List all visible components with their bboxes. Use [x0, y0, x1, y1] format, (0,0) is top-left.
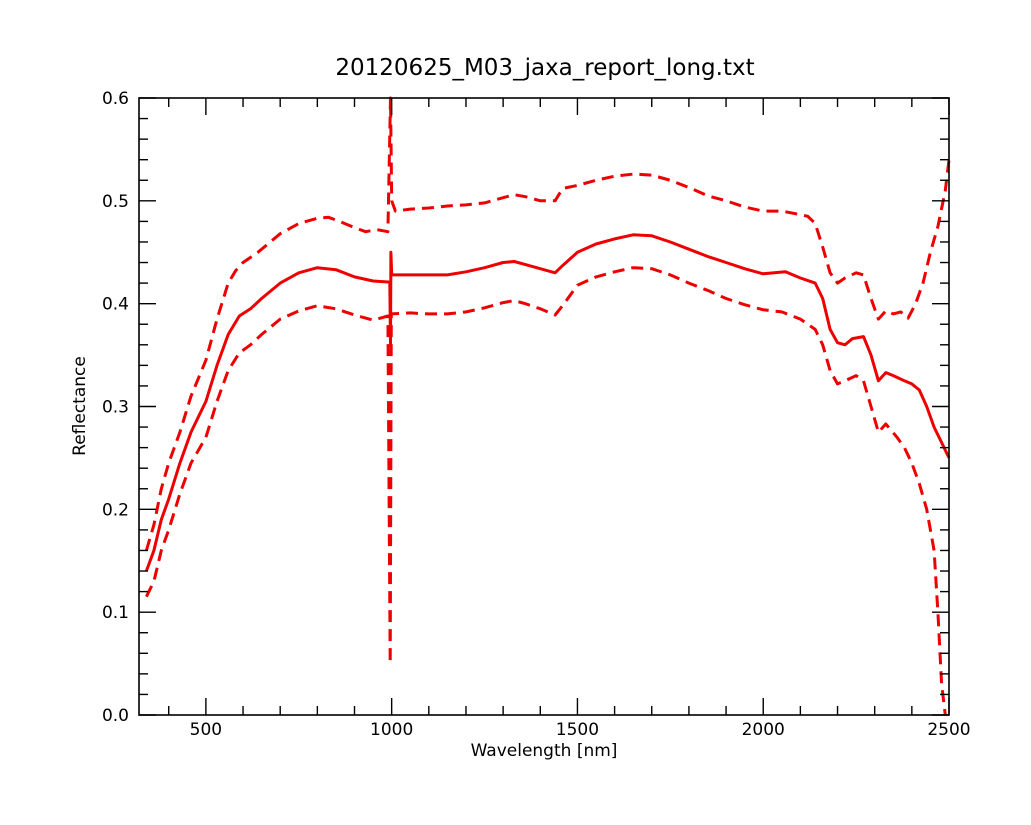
y-tick-label: 0.5 — [102, 192, 129, 212]
series-line-1 — [144, 233, 951, 572]
x-tick-label: 1500 — [556, 720, 599, 740]
chart-title: 20120625_M03_jaxa_report_long.txt — [335, 55, 754, 81]
y-tick-label: 0.0 — [102, 706, 129, 726]
x-tick-label: 1000 — [370, 720, 413, 740]
y-tick-label: 0.2 — [102, 500, 129, 520]
y-tick-label: 0.6 — [102, 89, 129, 109]
y-axis-label: Reflectance — [70, 356, 90, 456]
series-line-3 — [145, 266, 947, 716]
y-tick-label: 0.1 — [102, 603, 129, 623]
x-tick-label: 500 — [190, 720, 222, 740]
axis-tick-labels: 500 1000 1500 2000 2500 0.0 0.1 0.2 0.3 0.4 0.5 0.6 — [102, 89, 971, 740]
series-line-2 — [144, 96, 951, 551]
x-axis-label: Wavelength [nm] — [471, 741, 618, 761]
plot-series-group — [144, 96, 951, 716]
x-tick-label: 2000 — [742, 720, 785, 740]
x-tick-label: 2500 — [927, 720, 970, 740]
axis-ticks — [139, 97, 950, 716]
y-tick-label: 0.4 — [102, 295, 129, 315]
plot-frame — [138, 97, 950, 716]
y-tick-label: 0.3 — [102, 398, 129, 418]
